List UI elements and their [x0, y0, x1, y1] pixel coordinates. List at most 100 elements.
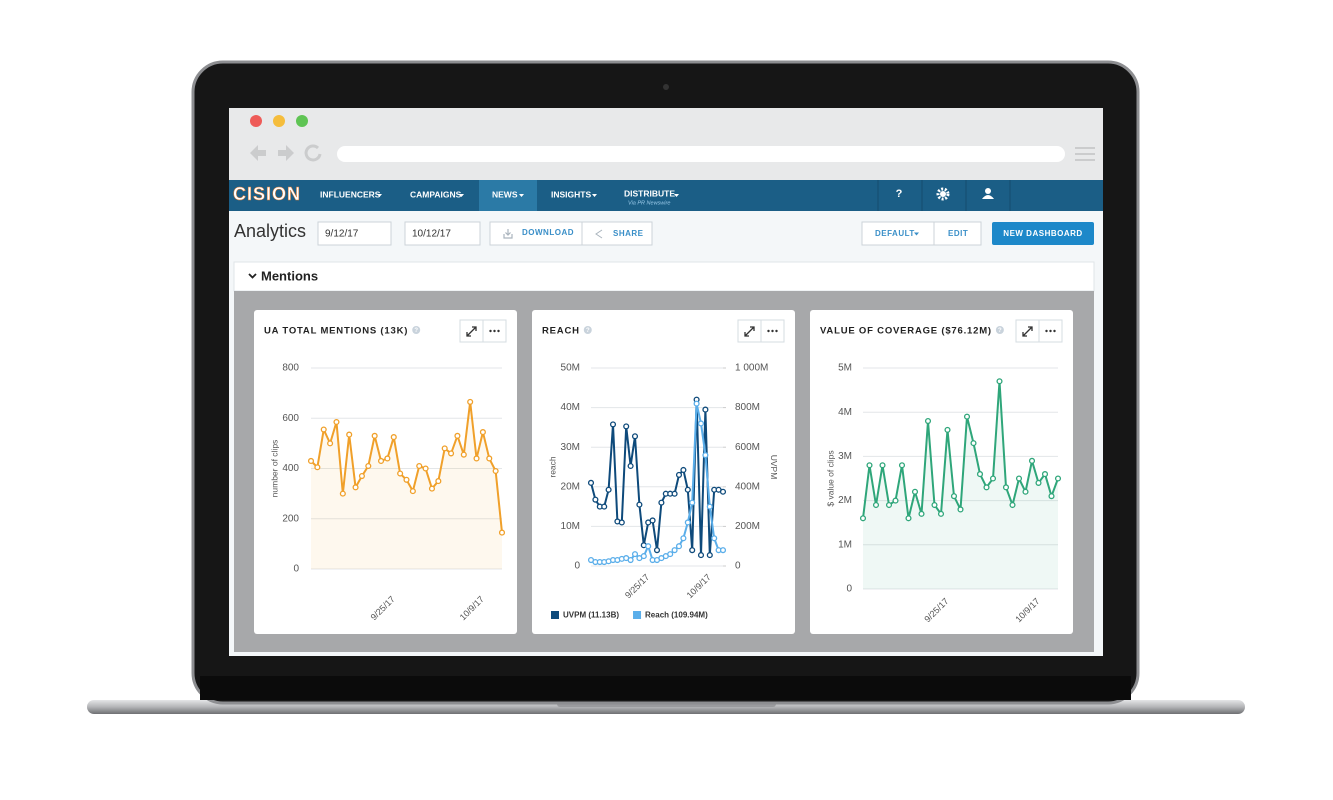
point — [1022, 488, 1029, 495]
point — [1041, 471, 1049, 478]
menu-button[interactable] — [1075, 147, 1095, 161]
point — [441, 445, 448, 452]
settings-button[interactable] — [936, 187, 950, 201]
y-tick-label: 50M — [561, 363, 580, 374]
point — [609, 421, 617, 428]
close-button[interactable] — [250, 115, 262, 127]
y-axis-title: number of clips — [269, 440, 279, 498]
point — [885, 501, 893, 509]
nav-item[interactable]: NEWS — [492, 189, 518, 199]
point — [675, 543, 683, 550]
nav-dividers — [877, 180, 1011, 211]
chart-card — [532, 310, 795, 634]
y-tick-label: 40M — [561, 402, 580, 413]
new-dashboard-bg[interactable] — [992, 222, 1094, 245]
share-button[interactable]: SHARE — [613, 229, 644, 238]
more-dot — [489, 329, 492, 333]
edit-button[interactable]: EDIT — [948, 229, 968, 238]
nav-item[interactable]: DISTRIBUTE — [624, 188, 675, 198]
y-tick-label: 4M — [838, 407, 852, 418]
legend-label[interactable]: Reach (109.94M) — [645, 611, 708, 620]
point — [680, 466, 687, 474]
minimize-button[interactable] — [273, 115, 285, 127]
start-date-input[interactable] — [317, 221, 392, 246]
legend-label[interactable]: UVPM (11.13B) — [563, 611, 619, 620]
camera — [663, 84, 669, 90]
point — [428, 485, 436, 492]
gear-hub — [940, 191, 946, 197]
y-tick-label: 200 — [282, 513, 299, 524]
point — [671, 490, 678, 497]
download-button[interactable]: DOWNLOAD — [522, 228, 574, 237]
point — [592, 496, 599, 503]
point — [397, 470, 404, 477]
help-icon-text: ? — [998, 328, 1002, 334]
y2-tick-label: 0 — [735, 561, 741, 572]
expand-icon — [744, 326, 755, 337]
point — [333, 418, 340, 426]
more-dot — [1045, 329, 1048, 333]
y-tick-label: 20M — [561, 481, 580, 492]
back-button[interactable] — [250, 145, 266, 161]
reload-button[interactable] — [304, 144, 322, 162]
forward-button[interactable] — [278, 145, 294, 161]
help-icon[interactable] — [583, 326, 592, 334]
point — [905, 515, 912, 522]
point — [970, 440, 977, 447]
nav-item[interactable]: INSIGHTS — [551, 189, 591, 199]
end-date-input[interactable] — [404, 221, 481, 246]
point — [492, 467, 499, 475]
point — [631, 551, 639, 558]
laptop-chin — [200, 676, 1131, 700]
point — [671, 547, 678, 554]
point — [944, 426, 951, 433]
legend-swatch[interactable] — [551, 611, 559, 619]
point — [627, 557, 634, 564]
point — [892, 497, 899, 504]
point — [931, 501, 938, 509]
point — [684, 486, 691, 493]
nav-item[interactable]: CAMPAIGNS — [410, 189, 462, 199]
help-icon[interactable] — [995, 326, 1004, 334]
point — [976, 471, 984, 478]
nav-active — [479, 180, 537, 211]
point — [627, 462, 634, 470]
help-icon[interactable] — [412, 326, 421, 334]
more-dot — [1049, 329, 1052, 333]
point — [918, 510, 925, 517]
default-button[interactable]: DEFAULT — [875, 229, 915, 238]
expand-icon — [466, 326, 477, 337]
dashboard-group — [861, 221, 982, 246]
area-fill — [863, 381, 1058, 589]
y-tick-label: 800 — [282, 363, 299, 374]
help-button[interactable]: ? — [896, 188, 903, 200]
chart-card — [810, 310, 1073, 634]
y-tick-label: 0 — [846, 584, 852, 595]
point — [339, 490, 346, 497]
point — [1009, 501, 1016, 509]
point — [1002, 484, 1010, 491]
point — [320, 426, 327, 433]
logo[interactable]: CISION — [233, 184, 301, 205]
nav-item[interactable]: INFLUENCERS — [320, 189, 381, 199]
end-date: 10/12/17 — [412, 229, 451, 240]
point — [983, 484, 990, 491]
y-tick-label: 10M — [561, 521, 580, 532]
user-button[interactable] — [982, 188, 994, 199]
y-tick-label: 0 — [574, 561, 580, 572]
point — [479, 429, 486, 436]
maximize-button[interactable] — [296, 115, 308, 127]
point — [924, 417, 932, 425]
y-tick-label: 5M — [838, 363, 852, 374]
address-bar[interactable] — [337, 146, 1065, 162]
point — [473, 455, 480, 462]
section-header[interactable] — [233, 261, 1095, 292]
legend-swatch[interactable] — [633, 611, 642, 619]
new-dashboard-button[interactable]: NEW DASHBOARD — [1003, 229, 1082, 238]
point — [403, 476, 410, 483]
y-tick-label: 3M — [838, 451, 852, 462]
point — [636, 501, 643, 508]
point — [879, 462, 886, 469]
chart-title: UA TOTAL MENTIONS (13K) — [264, 326, 408, 337]
chevron — [248, 273, 257, 279]
